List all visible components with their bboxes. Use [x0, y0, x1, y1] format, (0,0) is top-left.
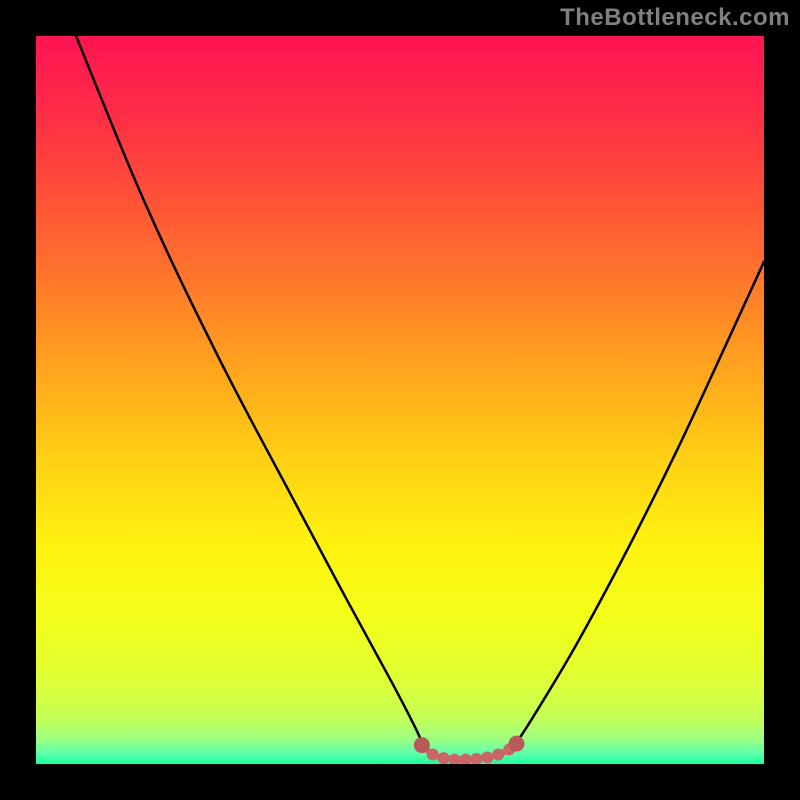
- plot-area: [36, 36, 764, 764]
- marker-dot: [481, 751, 493, 763]
- marker-dot: [508, 736, 524, 752]
- marker-dot: [492, 749, 504, 761]
- watermark-text: TheBottleneck.com: [560, 4, 790, 32]
- gradient-background: [36, 36, 764, 764]
- chart-container: TheBottleneck.com: [0, 0, 800, 800]
- chart-svg: [36, 36, 764, 764]
- marker-dot: [427, 749, 439, 761]
- marker-dot: [438, 752, 450, 764]
- marker-dot: [414, 737, 430, 753]
